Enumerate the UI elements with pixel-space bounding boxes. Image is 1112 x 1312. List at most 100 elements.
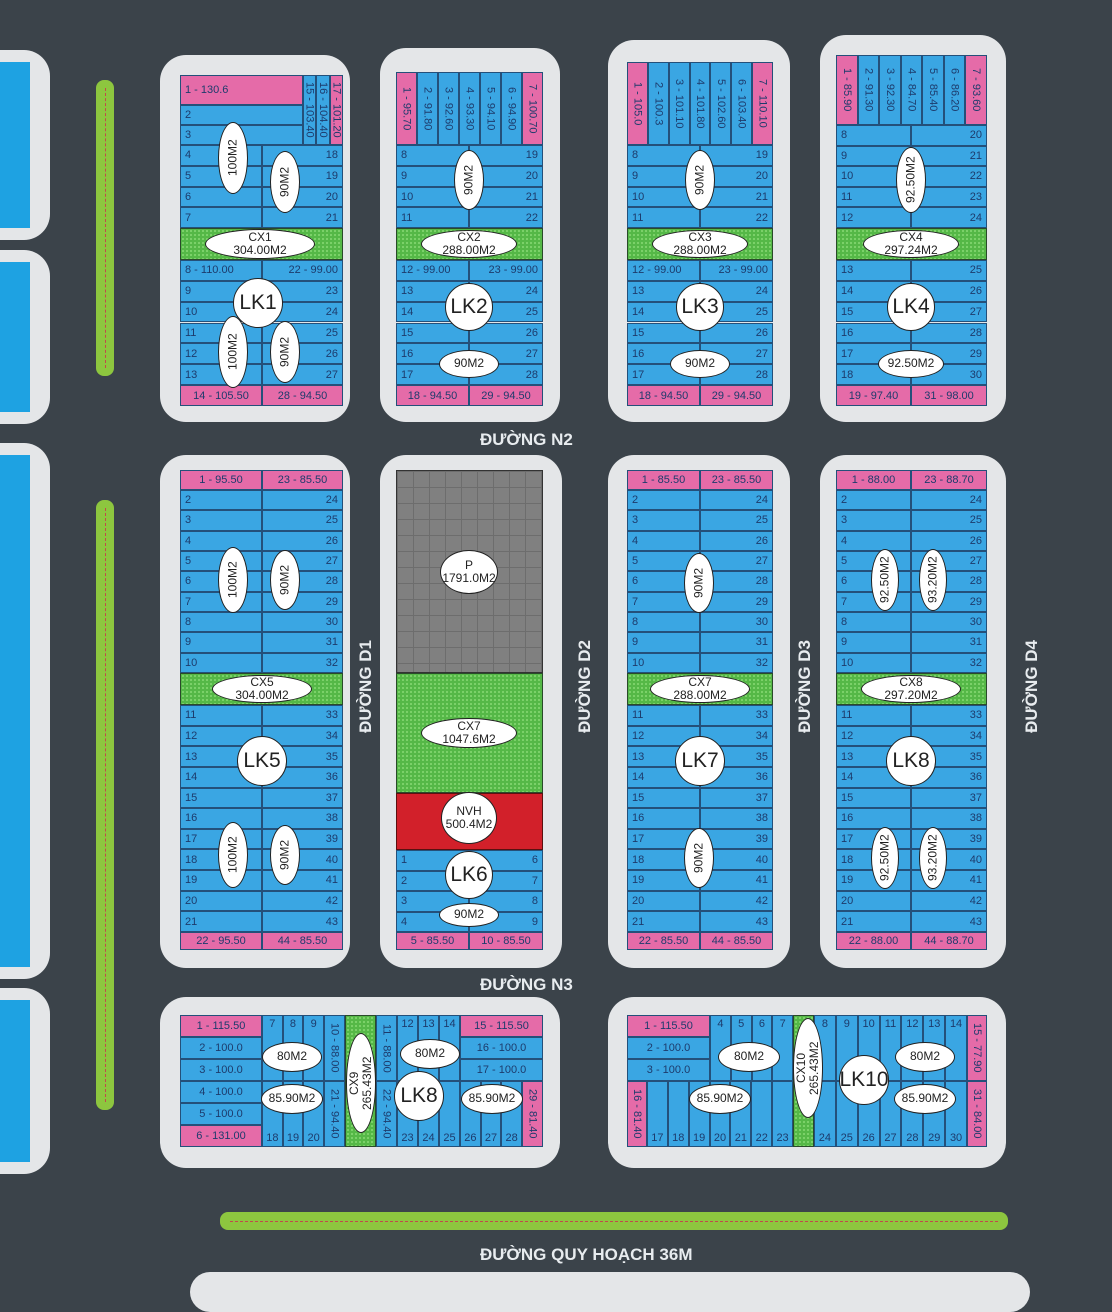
land-lot: 15	[627, 787, 700, 809]
area-label: 80M2	[262, 1042, 322, 1072]
land-lot: 9	[627, 165, 700, 187]
land-lot: 22	[469, 207, 543, 228]
land-lot: 21	[836, 911, 911, 932]
land-lot: 25	[439, 1081, 460, 1147]
area-label: 90M2	[270, 825, 300, 885]
land-lot: 10	[836, 652, 911, 673]
land-lot: 20	[911, 125, 987, 146]
land-lot: 12	[836, 725, 911, 747]
land-lot: 22 - 85.50	[627, 932, 700, 950]
oval-label: CX7	[457, 718, 481, 733]
green-space-label: CX10 265.43M2	[793, 1018, 823, 1118]
land-lot: 12	[836, 207, 911, 228]
land-lot: 4 - 101.80	[689, 62, 711, 145]
land-lot: 3 - 100.0	[627, 1059, 710, 1081]
land-lot: 17	[647, 1081, 668, 1147]
land-lot: 26	[911, 530, 987, 551]
area-label: 80M2	[400, 1039, 460, 1069]
site-plan-map: 1 - 130.6 2 3 15 - 103.40 16 - 104.40 17 - 10…	[0, 35, 1041, 1312]
land-lot: 43	[262, 911, 343, 932]
land-lot: 5 - 85.50	[396, 932, 469, 950]
land-lot: 20	[836, 890, 911, 912]
land-lot: 1 - 115.50	[627, 1015, 710, 1037]
land-lot: 22 - 94.40	[376, 1081, 397, 1147]
land-lot: 25	[911, 510, 987, 531]
land-lot: 4 - 93.30	[459, 72, 480, 145]
area-label: 90M2	[684, 553, 714, 613]
land-lot: 25	[262, 510, 343, 531]
oval-label: 92.50M2	[887, 356, 935, 371]
oval-label: 80M2	[276, 1049, 308, 1064]
area-label: 90M2	[439, 350, 499, 378]
oval-label: LK7	[681, 749, 719, 773]
land-lot: 16 - 104.40	[316, 75, 330, 145]
land-lot: 5 - 85.40	[922, 55, 944, 125]
land-lot: 18 - 94.50	[396, 385, 469, 406]
land-lot: 21	[180, 911, 262, 932]
land-lot: 17 - 101.20	[329, 75, 343, 145]
land-lot: 1 - 88.00	[836, 470, 911, 490]
block-label: LK3	[676, 283, 724, 331]
land-lot: 1 - 95.70	[396, 72, 417, 145]
land-lot: 20	[700, 165, 773, 187]
oval-label: 85.90M2	[696, 1091, 744, 1106]
land-lot: 15	[396, 322, 469, 344]
land-lot: 24	[262, 490, 343, 511]
community-house-label: NVH 500.4M2	[441, 792, 497, 844]
land-lot: 28	[700, 571, 773, 592]
area-label: 92.50M2	[871, 827, 899, 889]
block-label: LK6	[445, 851, 493, 899]
area-label: 93.20M2	[919, 827, 947, 889]
oval-label: 90M2	[277, 166, 292, 198]
land-lot: 32	[262, 652, 343, 673]
green-space-label: CX7 288.00M2	[650, 675, 750, 703]
area-label: 100M2	[218, 547, 248, 613]
land-lot: 30	[262, 612, 343, 633]
land-lot: 9	[836, 145, 911, 167]
land-lot: 10	[627, 186, 700, 208]
area-label: 90M2	[270, 321, 300, 383]
land-lot: 29 - 94.50	[469, 385, 543, 406]
land-lot: 4	[627, 530, 700, 551]
land-lot: 22 - 88.00	[836, 932, 911, 950]
oval-label: 500.4M2	[445, 817, 493, 831]
land-lot: 25	[911, 260, 987, 281]
road-label-d1: ĐƯỜNG D1	[356, 640, 375, 733]
land-lot: 2 - 100.3	[647, 62, 669, 145]
partial-block-left	[0, 455, 30, 967]
land-lot: 2 - 100.0	[180, 1037, 262, 1059]
area-label: 90M2	[454, 150, 484, 210]
land-lot: 10	[627, 652, 700, 673]
land-lot: 37	[911, 787, 987, 809]
land-lot: 15 - 77.90	[967, 1015, 987, 1081]
land-lot: 23 - 88.70	[911, 470, 987, 490]
land-lot: 28 - 94.50	[262, 385, 343, 406]
land-lot: 30	[911, 364, 987, 385]
land-lot: 1 - 115.50	[180, 1015, 262, 1037]
land-lot: 8	[627, 612, 700, 633]
oval-label: 288.00M2	[442, 243, 496, 257]
oval-label: 100M2	[225, 139, 240, 177]
land-lot: 12	[180, 725, 262, 747]
land-lot: 3 - 100.0	[180, 1059, 262, 1081]
block-label: LK8	[886, 736, 936, 786]
block-label: LK7	[675, 736, 725, 786]
land-lot: 23 - 85.50	[700, 470, 773, 490]
land-lot: 2	[627, 490, 700, 511]
land-lot: 16	[627, 808, 700, 829]
oval-label: CX8	[899, 674, 923, 689]
land-lot: 14 - 105.50	[180, 385, 262, 406]
land-lot: 21 - 94.40	[324, 1081, 345, 1147]
land-lot: 7	[180, 207, 262, 228]
land-lot: 10 - 85.50	[469, 932, 543, 950]
land-lot: 9	[396, 165, 469, 187]
area-label: 90M2	[670, 350, 730, 378]
oval-label: 1047.6M2	[442, 732, 496, 746]
area-label: 92.50M2	[896, 147, 926, 213]
land-lot: 20	[469, 165, 543, 187]
land-lot: 2	[836, 490, 911, 511]
oval-label: P	[464, 557, 473, 572]
land-lot: 11	[627, 207, 700, 228]
land-lot: 44 - 88.70	[911, 932, 987, 950]
oval-label: LK4	[892, 295, 930, 319]
